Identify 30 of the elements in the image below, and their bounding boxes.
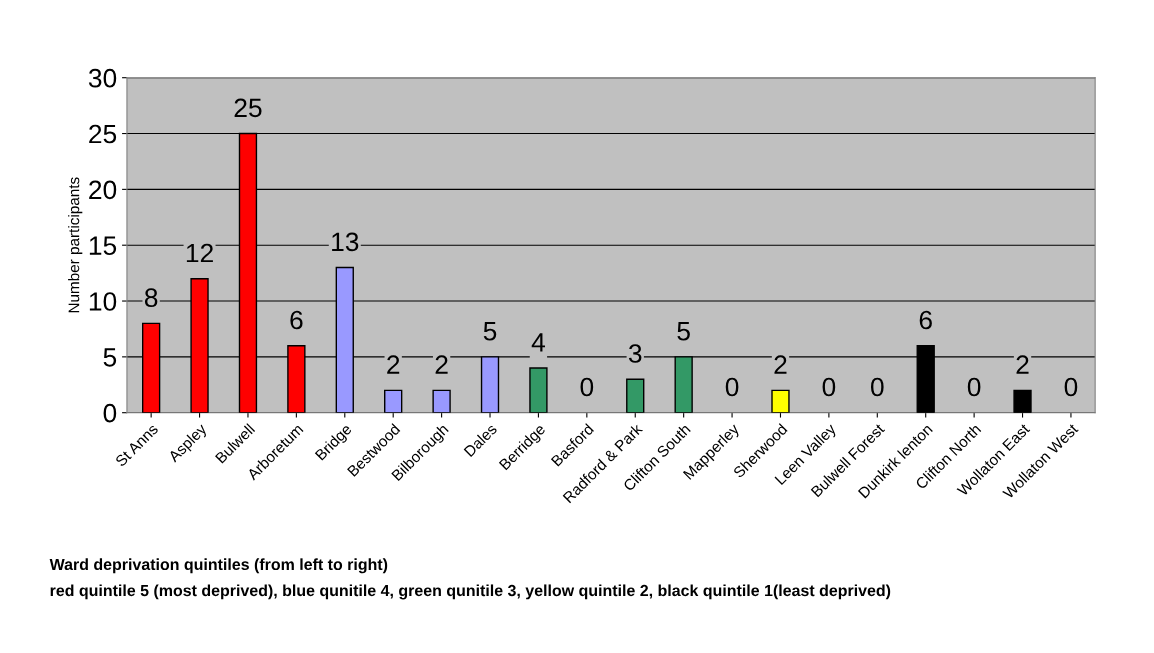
data-label: 2 [387,355,400,374]
data-label: 0 [967,377,981,397]
y-tick-label: 0 [103,403,117,423]
data-label: 2 [774,355,787,374]
data-label: 0 [725,377,739,397]
data-label: 0 [822,377,836,397]
data-label: 2 [1016,355,1029,374]
data-label: 0 [1064,377,1078,397]
text: Ward deprivation quintiles (from left to right) [49,558,388,574]
y-tick-label: 5 [103,348,117,367]
data-label: 12 [186,243,213,263]
data-label: 5 [483,322,497,341]
data-label: 5 [677,322,690,341]
y-tick-label: 30 [88,68,117,88]
data-label: 3 [628,344,642,363]
text: red quintile 5 (most deprived), blue qunitile 4, green qunitile 3, yellow quintile 2, black quintile 1(least deprived) [50,584,891,600]
y-axis-title: Number participants [68,177,83,313]
y-tick-label: 10 [89,292,117,311]
data-label: 0 [580,377,594,397]
data-label: 25 [234,98,262,118]
data-label: 6 [919,310,932,330]
data-label: 2 [435,355,448,374]
data-label: 8 [144,288,158,308]
data-label: 0 [870,377,884,397]
y-tick-label: 15 [89,236,117,256]
data-label: 13 [332,232,359,252]
data-label: 6 [290,310,303,330]
data-label: 4 [531,333,545,352]
y-tick-label: 20 [89,180,117,200]
y-tick-label: 25 [89,124,117,144]
